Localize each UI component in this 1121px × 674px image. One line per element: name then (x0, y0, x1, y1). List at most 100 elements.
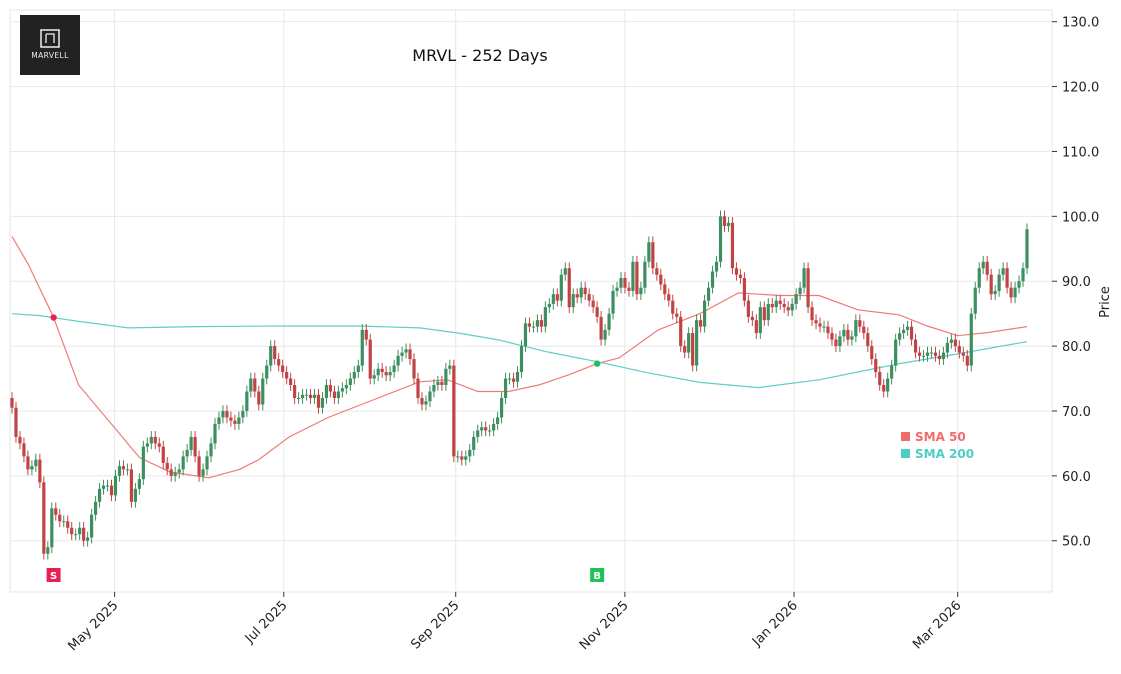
candle-body (985, 261, 989, 275)
candle (257, 385, 261, 411)
candle-body (866, 333, 870, 347)
candle (213, 418, 217, 450)
candle (273, 340, 277, 365)
candle-body (97, 488, 102, 502)
candle (531, 320, 536, 333)
candle (591, 294, 595, 314)
candle (886, 372, 890, 398)
candle-body (424, 401, 428, 405)
candle (376, 362, 380, 382)
candle (86, 531, 90, 547)
candle (953, 333, 957, 352)
candle-body (376, 368, 380, 376)
candle-body (233, 420, 237, 424)
candle (997, 268, 1001, 297)
candle (269, 340, 273, 372)
candle-body (1005, 268, 1009, 288)
buy-signal-badge (590, 568, 605, 582)
grid (10, 10, 1052, 592)
candle-body (46, 547, 50, 554)
candle (289, 372, 293, 391)
candle-body (507, 378, 512, 380)
candle (97, 482, 102, 508)
candle (790, 298, 794, 317)
candle-body (464, 456, 468, 460)
candle-body (878, 372, 882, 386)
candle-body (515, 372, 520, 382)
candle (555, 288, 559, 307)
candle-body (913, 339, 918, 353)
candle (846, 324, 850, 346)
candle (898, 327, 902, 346)
candle (293, 379, 297, 404)
candle-body (38, 459, 42, 483)
candle (1005, 262, 1009, 294)
candle (436, 375, 440, 391)
candle-body (766, 303, 770, 321)
candle-body (965, 355, 969, 366)
candle (890, 359, 894, 385)
candle-body (675, 313, 679, 317)
candle-body (380, 368, 384, 373)
y-tick-label: 50.0 (1062, 535, 1091, 550)
candle (810, 301, 814, 326)
candle-body (667, 294, 671, 301)
candle (50, 502, 54, 554)
candle-body (635, 261, 639, 295)
candle (320, 392, 325, 414)
candle (734, 262, 739, 281)
candle-body (567, 268, 571, 308)
candle-body (738, 274, 743, 278)
candle-body (551, 294, 555, 304)
candle-body (460, 456, 464, 460)
candle (874, 353, 878, 378)
candle-body (555, 294, 559, 301)
candle (507, 372, 512, 385)
candle (663, 278, 667, 301)
candle (356, 359, 360, 378)
candle-body (101, 485, 106, 489)
candle-body (814, 320, 818, 324)
candle-body (798, 287, 802, 295)
candle-body (153, 436, 157, 444)
candle-body (1009, 287, 1013, 298)
candle-body (917, 352, 922, 356)
candle (129, 463, 134, 508)
candle (977, 262, 981, 294)
candle (113, 470, 118, 502)
candle (667, 288, 671, 307)
candle-body (308, 394, 313, 398)
candle (241, 405, 245, 424)
candle (909, 320, 914, 346)
candle (420, 392, 424, 411)
candle (750, 311, 754, 326)
candle-body (169, 469, 173, 476)
candle-body (22, 443, 26, 457)
candle (125, 463, 130, 476)
candle-body (818, 323, 822, 327)
candle-body (810, 307, 814, 321)
candle-body (834, 339, 838, 347)
svg-text:MARVELL: MARVELL (31, 51, 69, 60)
candle-body (583, 287, 587, 295)
candle (161, 440, 165, 469)
y-axis-label: Price (1098, 286, 1113, 318)
candle (567, 262, 571, 314)
candle (277, 353, 281, 372)
candle (336, 385, 340, 404)
candle (281, 359, 285, 378)
candle-body (671, 300, 675, 314)
candle-body (157, 443, 161, 447)
candle (917, 346, 922, 362)
legend-swatch-sma50 (901, 432, 910, 441)
candle (54, 502, 58, 521)
sma-lines (11, 236, 1028, 479)
candle (925, 346, 930, 362)
candle (806, 262, 810, 314)
candle (579, 281, 583, 304)
candle (296, 392, 301, 404)
candle (619, 272, 623, 294)
candle-body (607, 313, 611, 330)
candle-body (774, 300, 778, 308)
